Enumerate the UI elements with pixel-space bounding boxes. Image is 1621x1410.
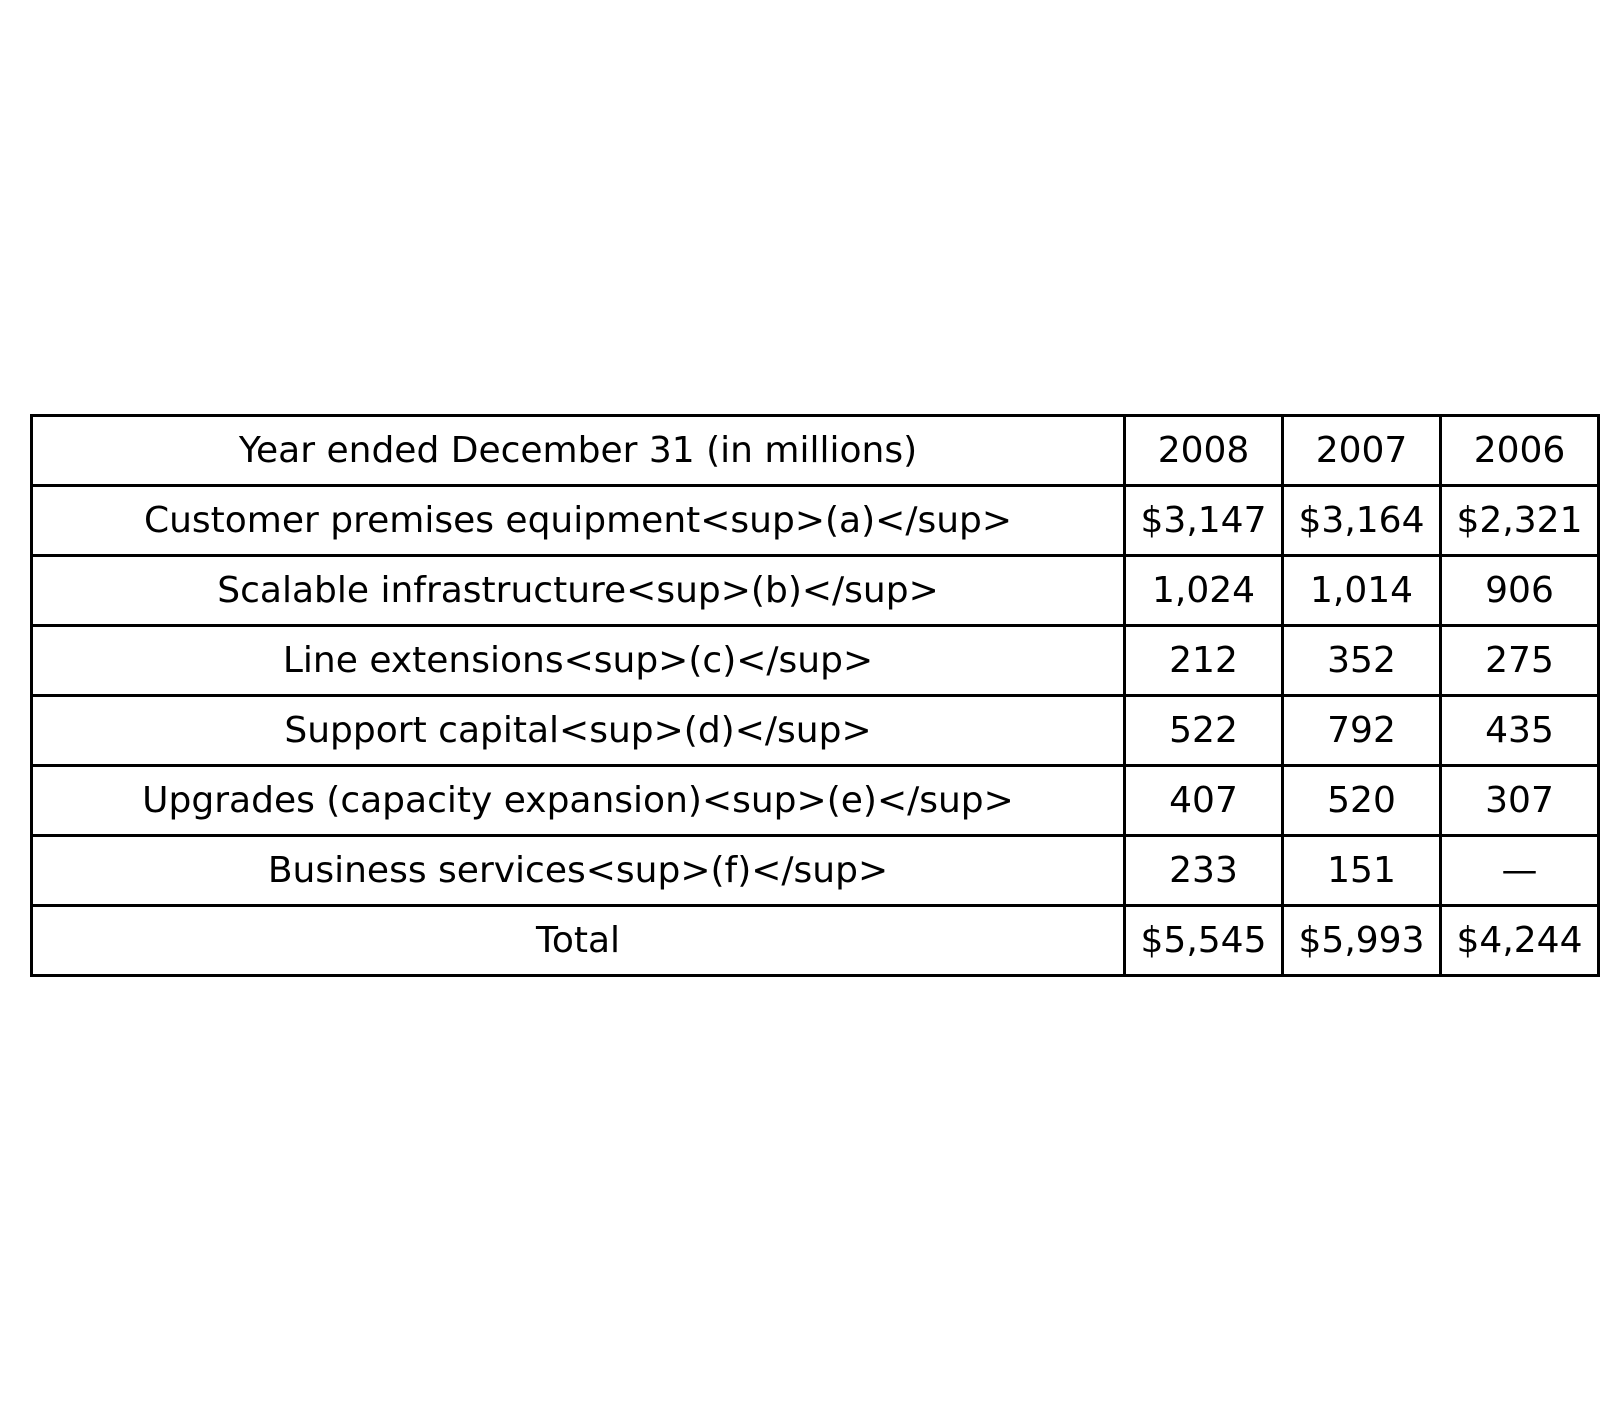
value-cell: 407 (1123, 764, 1284, 837)
value-cell: — (1439, 834, 1600, 907)
value-cell: 1,014 (1281, 554, 1442, 627)
table-row: Upgrades (capacity expansion)<sup>(e)</s… (30, 764, 1600, 837)
table-row: Line extensions<sup>(c)</sup> 212 352 27… (30, 624, 1600, 697)
value-cell: 352 (1281, 624, 1442, 697)
value-cell: 520 (1281, 764, 1442, 837)
row-label-cell: Business services<sup>(f)</sup> (30, 834, 1126, 907)
row-label-cell: Line extensions<sup>(c)</sup> (30, 624, 1126, 697)
capital-expenditures-table: Year ended December 31 (in millions) 200… (30, 414, 1600, 977)
value-cell: 435 (1439, 694, 1600, 767)
value-cell: 906 (1439, 554, 1600, 627)
total-value-cell: $5,545 (1123, 904, 1284, 977)
value-cell: 1,024 (1123, 554, 1284, 627)
header-year-cell: 2008 (1123, 414, 1284, 487)
table-row: Business services<sup>(f)</sup> 233 151 … (30, 834, 1600, 907)
table-row: Support capital<sup>(d)</sup> 522 792 43… (30, 694, 1600, 767)
value-cell: 233 (1123, 834, 1284, 907)
value-cell: 307 (1439, 764, 1600, 837)
value-cell: 151 (1281, 834, 1442, 907)
table-header-row: Year ended December 31 (in millions) 200… (30, 414, 1600, 487)
header-year-cell: 2007 (1281, 414, 1442, 487)
header-year-cell: 2006 (1439, 414, 1600, 487)
total-label-cell: Total (30, 904, 1126, 977)
value-cell: 792 (1281, 694, 1442, 767)
total-value-cell: $4,244 (1439, 904, 1600, 977)
value-cell: 275 (1439, 624, 1600, 697)
value-cell: 522 (1123, 694, 1284, 767)
value-cell: 212 (1123, 624, 1284, 697)
table-row: Scalable infrastructure<sup>(b)</sup> 1,… (30, 554, 1600, 627)
row-label-cell: Customer premises equipment<sup>(a)</sup… (30, 484, 1126, 557)
table-total-row: Total $5,545 $5,993 $4,244 (30, 904, 1600, 977)
total-value-cell: $5,993 (1281, 904, 1442, 977)
value-cell: $3,147 (1123, 484, 1284, 557)
value-cell: $3,164 (1281, 484, 1442, 557)
row-label-cell: Support capital<sup>(d)</sup> (30, 694, 1126, 767)
value-cell: $2,321 (1439, 484, 1600, 557)
table-row: Customer premises equipment<sup>(a)</sup… (30, 484, 1600, 557)
row-label-cell: Upgrades (capacity expansion)<sup>(e)</s… (30, 764, 1126, 837)
row-label-cell: Scalable infrastructure<sup>(b)</sup> (30, 554, 1126, 627)
header-label-cell: Year ended December 31 (in millions) (30, 414, 1126, 487)
